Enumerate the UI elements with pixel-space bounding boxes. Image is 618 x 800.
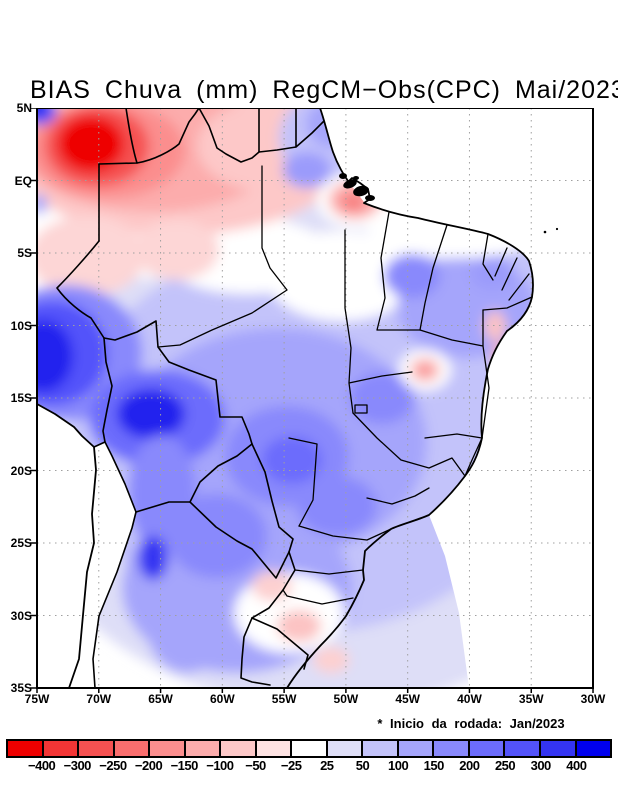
lon-tick-label: 65W bbox=[148, 692, 173, 706]
delta-islands bbox=[339, 173, 375, 201]
colorbar-segment bbox=[8, 741, 42, 756]
lon-tick-label: 70W bbox=[86, 692, 112, 706]
lon-tick-label: 35W bbox=[518, 692, 544, 706]
colorbar-label: 25 bbox=[320, 758, 334, 773]
lat-tick-label: 5S bbox=[17, 246, 32, 260]
colorbar-label: 400 bbox=[566, 758, 587, 773]
run-start-annotation: * Inicio da rodada: Jan/2023 bbox=[377, 716, 565, 731]
colorbar bbox=[6, 739, 612, 758]
lat-tick-label: 5N bbox=[16, 101, 32, 115]
colorbar-segment bbox=[219, 741, 255, 756]
bias-field bbox=[37, 108, 533, 688]
colorbar-label: 50 bbox=[355, 758, 370, 773]
lon-tick-label: 75W bbox=[24, 692, 50, 706]
colorbar-segment bbox=[467, 741, 504, 756]
coastline-borders bbox=[36, 108, 534, 689]
axis-ticks bbox=[30, 108, 594, 693]
lon-tick-label: 55W bbox=[271, 692, 297, 706]
colorbar-segment bbox=[112, 741, 149, 756]
map-plot bbox=[30, 108, 594, 693]
colorbar-label: 100 bbox=[388, 758, 409, 773]
lat-tick-label: 20S bbox=[10, 463, 32, 478]
lat-tick-label: 15S bbox=[10, 391, 32, 405]
lon-tick-label: 60W bbox=[209, 692, 235, 706]
colorbar-label: 250 bbox=[494, 758, 516, 773]
lat-tick-label: 25S bbox=[10, 536, 32, 550]
colorbar-segment bbox=[396, 741, 433, 756]
colorbar-segment bbox=[503, 741, 539, 756]
colorbar-segment bbox=[148, 741, 184, 756]
colorbar-label: 200 bbox=[459, 758, 480, 773]
colorbar-segment bbox=[183, 741, 220, 756]
colorbar-label: −100 bbox=[206, 758, 234, 773]
colorbar-segment bbox=[538, 741, 575, 756]
colorbar-label: −150 bbox=[170, 758, 199, 773]
colorbar-label: −200 bbox=[134, 758, 163, 773]
island-dots bbox=[543, 227, 559, 234]
colorbar-labels: −400 −300 −250 −200 −150 −100 −50 −25 25 50 100 150… bbox=[6, 758, 612, 774]
lat-tick-label: 30S bbox=[10, 608, 32, 623]
colorbar-label: −400 bbox=[27, 758, 56, 773]
lon-tick-label: 50W bbox=[333, 692, 359, 706]
colorbar-segment bbox=[290, 741, 326, 756]
colorbar-label: −250 bbox=[99, 758, 127, 773]
colorbar-label: −300 bbox=[63, 758, 92, 773]
lon-tick-label: 40W bbox=[457, 692, 482, 706]
colorbar-segment bbox=[41, 741, 78, 756]
colorbar-segment bbox=[361, 741, 397, 756]
lon-tick-label: 45W bbox=[395, 692, 421, 706]
colorbar-label: −50 bbox=[245, 758, 266, 773]
colorbar-label: 150 bbox=[423, 758, 445, 773]
colorbar-segment bbox=[77, 741, 113, 756]
colorbar-label: −25 bbox=[280, 758, 302, 773]
colorbar-segment bbox=[325, 741, 362, 756]
colorbar-segment bbox=[432, 741, 468, 756]
chart-title: BIAS Chuva (mm) RegCM−Obs(CPC) Mai/2023 bbox=[30, 76, 618, 104]
colorbar-label: 300 bbox=[530, 758, 552, 773]
lat-tick-label: EQ bbox=[14, 173, 32, 188]
lat-tick-label: 10S bbox=[10, 318, 32, 333]
colorbar-segment bbox=[254, 741, 291, 756]
lon-tick-label: 30W bbox=[580, 692, 606, 706]
colorbar-segment bbox=[574, 741, 611, 756]
lat-tick-label: 35S bbox=[10, 681, 32, 695]
